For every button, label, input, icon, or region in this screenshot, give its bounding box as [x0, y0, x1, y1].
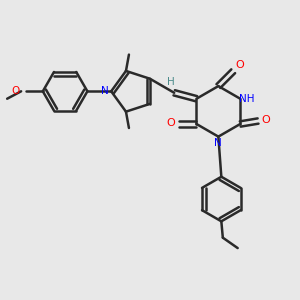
Text: O: O	[236, 60, 244, 70]
Text: N: N	[214, 138, 222, 148]
Text: O: O	[261, 116, 270, 125]
Text: H: H	[167, 77, 175, 87]
Text: O: O	[11, 86, 19, 96]
Text: NH: NH	[239, 94, 254, 104]
Text: O: O	[167, 118, 176, 128]
Text: N: N	[101, 86, 109, 96]
